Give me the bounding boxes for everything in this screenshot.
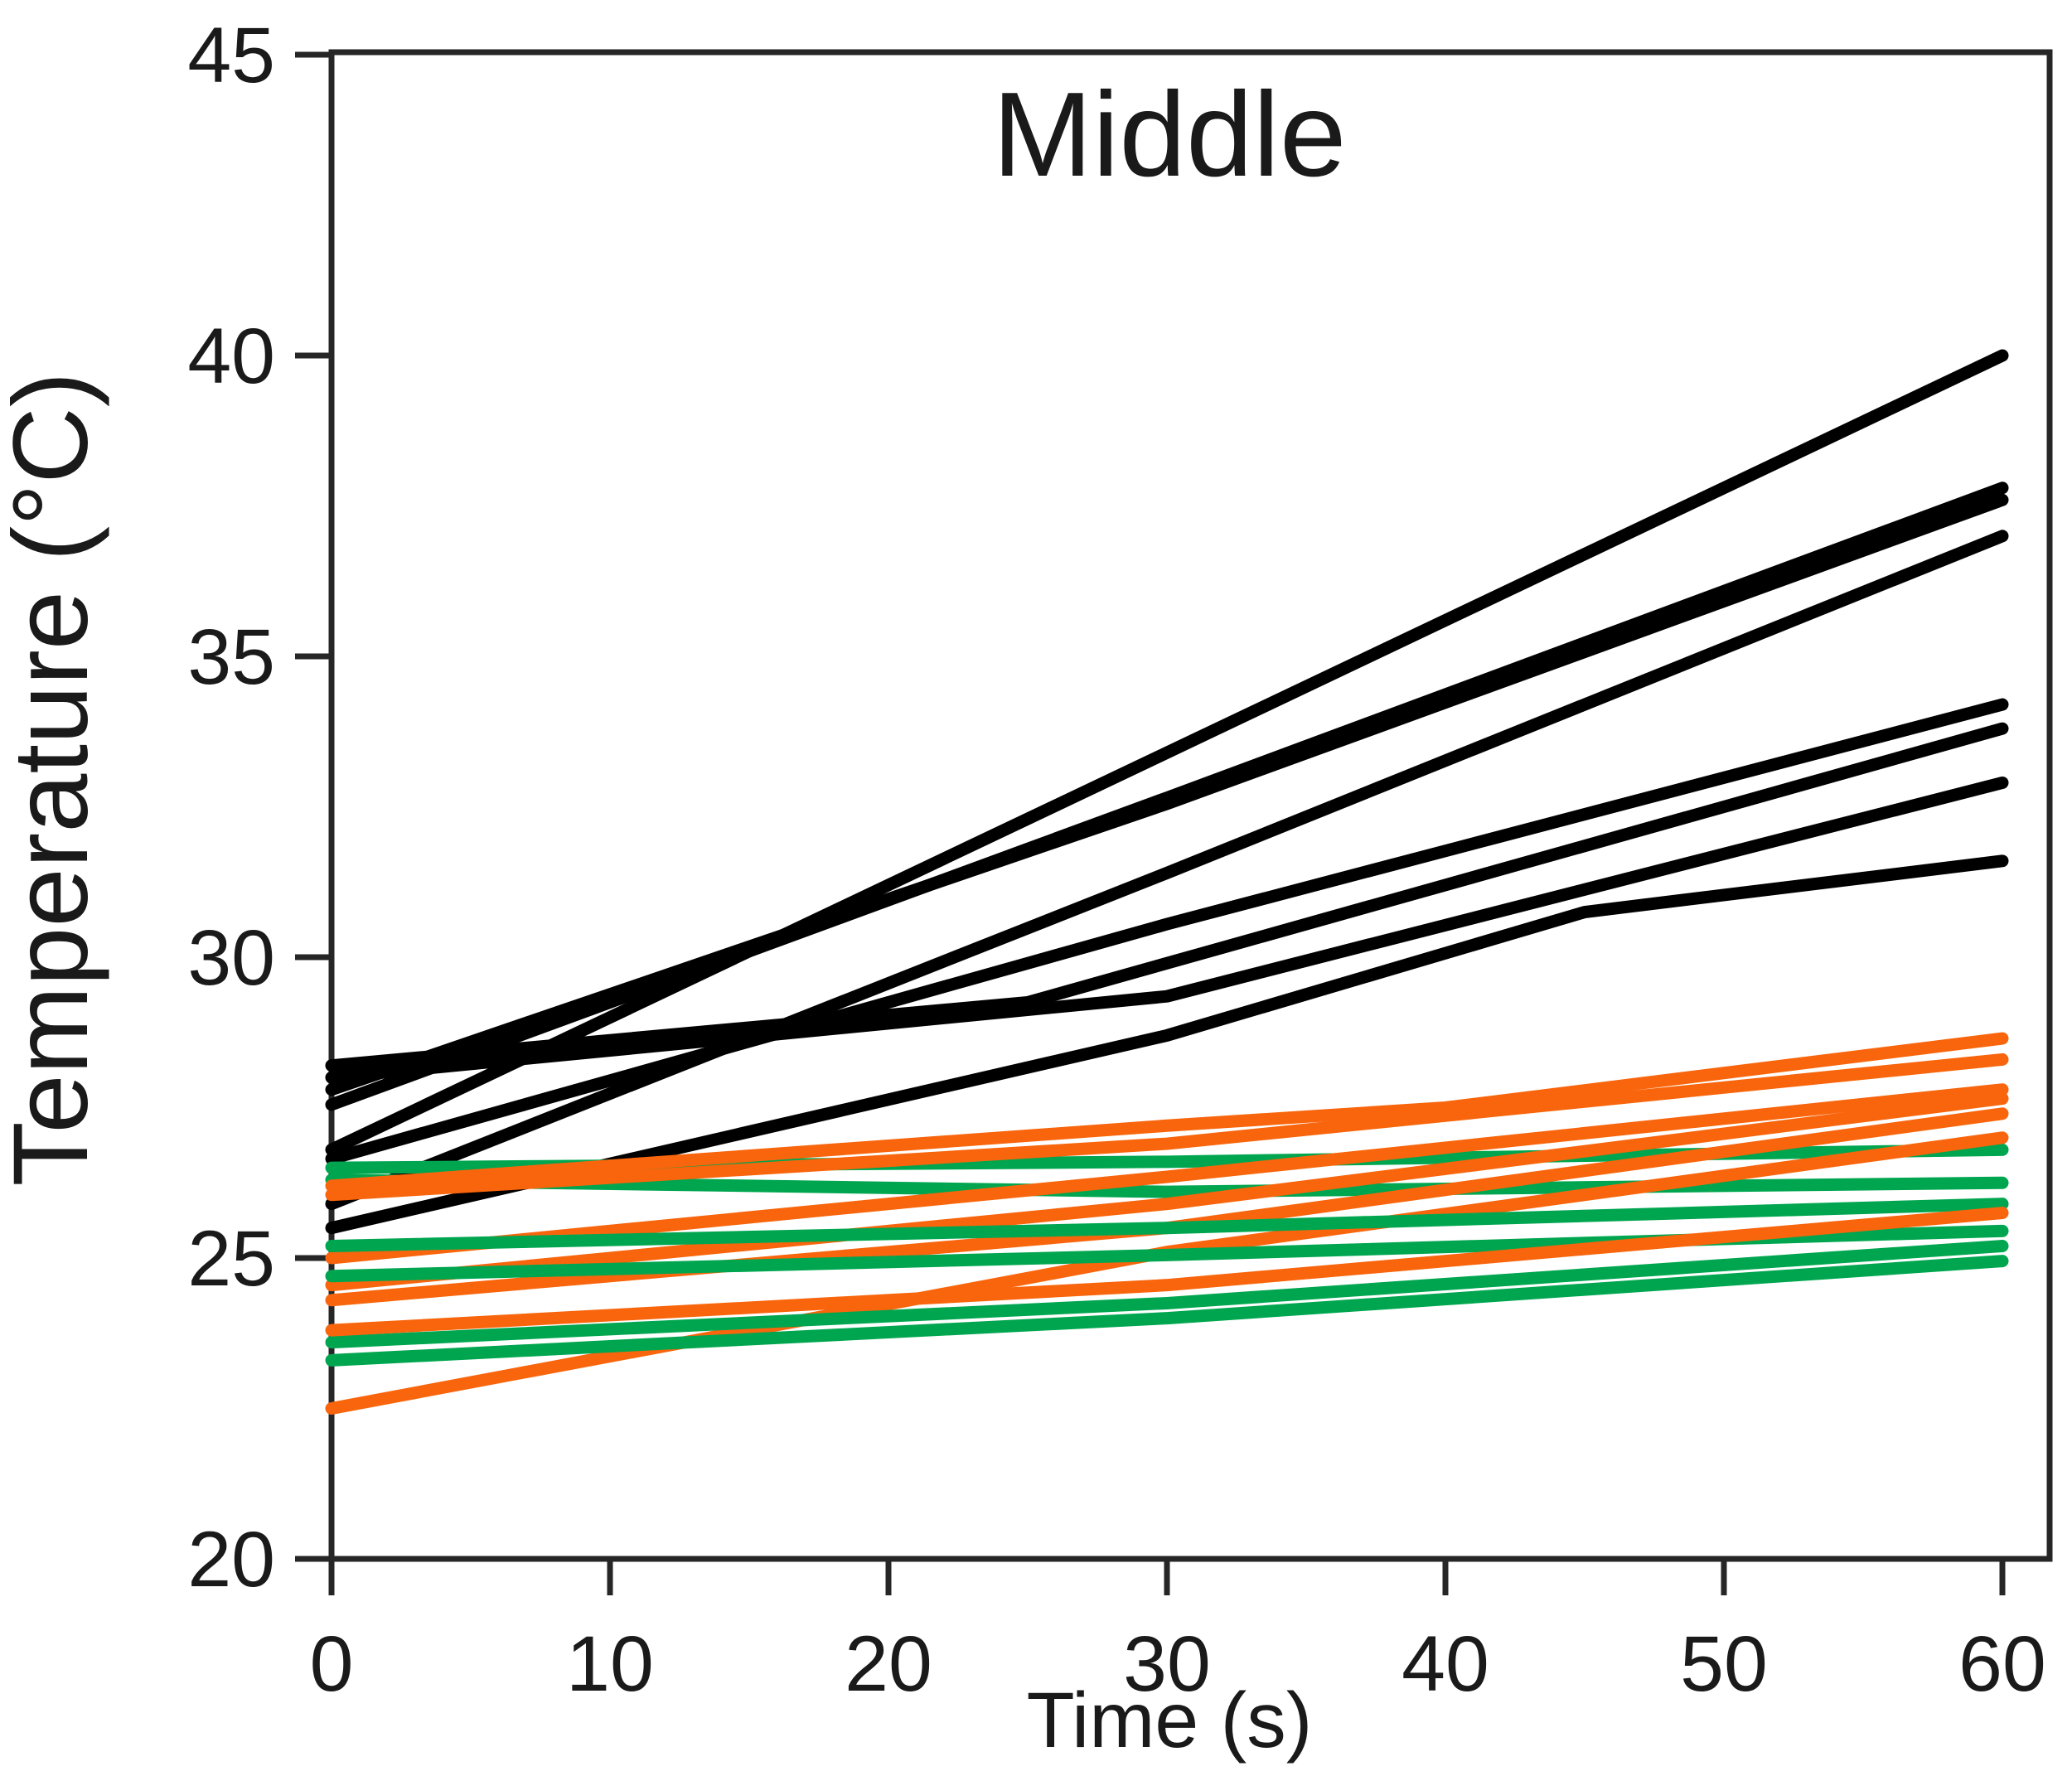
series-line-black-1 [325, 349, 2009, 1156]
y-tick-label: 25 [187, 1215, 275, 1303]
x-tick-label: 20 [845, 1620, 932, 1708]
y-tick-label: 35 [187, 613, 275, 701]
y-tick-label: 45 [187, 12, 275, 99]
series-line-orange-1 [325, 1032, 2009, 1193]
series-line-black-4 [325, 530, 2009, 1211]
series-line-orange-3 [325, 1083, 2009, 1265]
series-line-black-7 [325, 776, 2009, 1084]
series-line-black-6 [325, 722, 2009, 1072]
y-tick-label: 30 [187, 914, 275, 1002]
x-tick-label: 0 [310, 1620, 354, 1708]
x-tick-label: 50 [1680, 1620, 1768, 1708]
x-tick-label: 60 [1958, 1620, 2046, 1708]
x-tick-label: 10 [566, 1620, 654, 1708]
x-axis-label: Time (s) [1027, 1677, 1313, 1764]
chart-title: Middle [992, 67, 1346, 201]
series-line-orange-2 [325, 1053, 2009, 1202]
series-line-black-8 [325, 854, 2009, 1235]
axis-tick-labels-layer: 20 25 30 35 40 45 0 10 20 30 40 50 60 [187, 12, 2046, 1708]
y-axis-label: Temperature (°C) [0, 372, 110, 1187]
series-line-green-5 [325, 1239, 2009, 1349]
x-tick-label: 40 [1402, 1620, 1489, 1708]
series-line-green-3 [325, 1198, 2009, 1252]
series-line-green-6 [325, 1255, 2009, 1367]
series-line-black-5 [325, 698, 2009, 1165]
plot-area-border [328, 49, 2053, 1562]
series-line-orange-4 [325, 1092, 2009, 1292]
series-line-black-3 [325, 493, 2009, 1096]
series-layer [325, 349, 2009, 1415]
y-tick-label: 40 [187, 312, 275, 400]
axis-ticks-layer [295, 51, 2006, 1595]
y-tick-label: 20 [187, 1516, 275, 1604]
series-line-orange-6 [325, 1207, 2009, 1337]
x-tick-label: 30 [1123, 1620, 1211, 1708]
